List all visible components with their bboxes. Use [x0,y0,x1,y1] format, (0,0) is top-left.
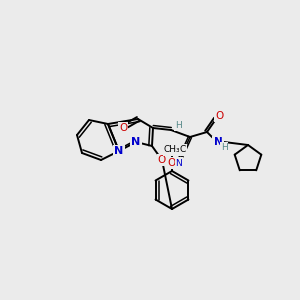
Text: C: C [180,146,186,154]
Text: H: H [175,121,182,130]
Text: O: O [168,158,176,168]
Text: O: O [158,155,166,165]
Text: O: O [215,111,223,121]
Text: O: O [119,123,127,133]
Text: N: N [176,158,182,167]
Text: CH₃: CH₃ [164,146,180,154]
Text: N: N [114,146,124,156]
Text: N: N [214,137,222,147]
Text: N: N [131,137,141,147]
Text: H: H [220,143,227,152]
